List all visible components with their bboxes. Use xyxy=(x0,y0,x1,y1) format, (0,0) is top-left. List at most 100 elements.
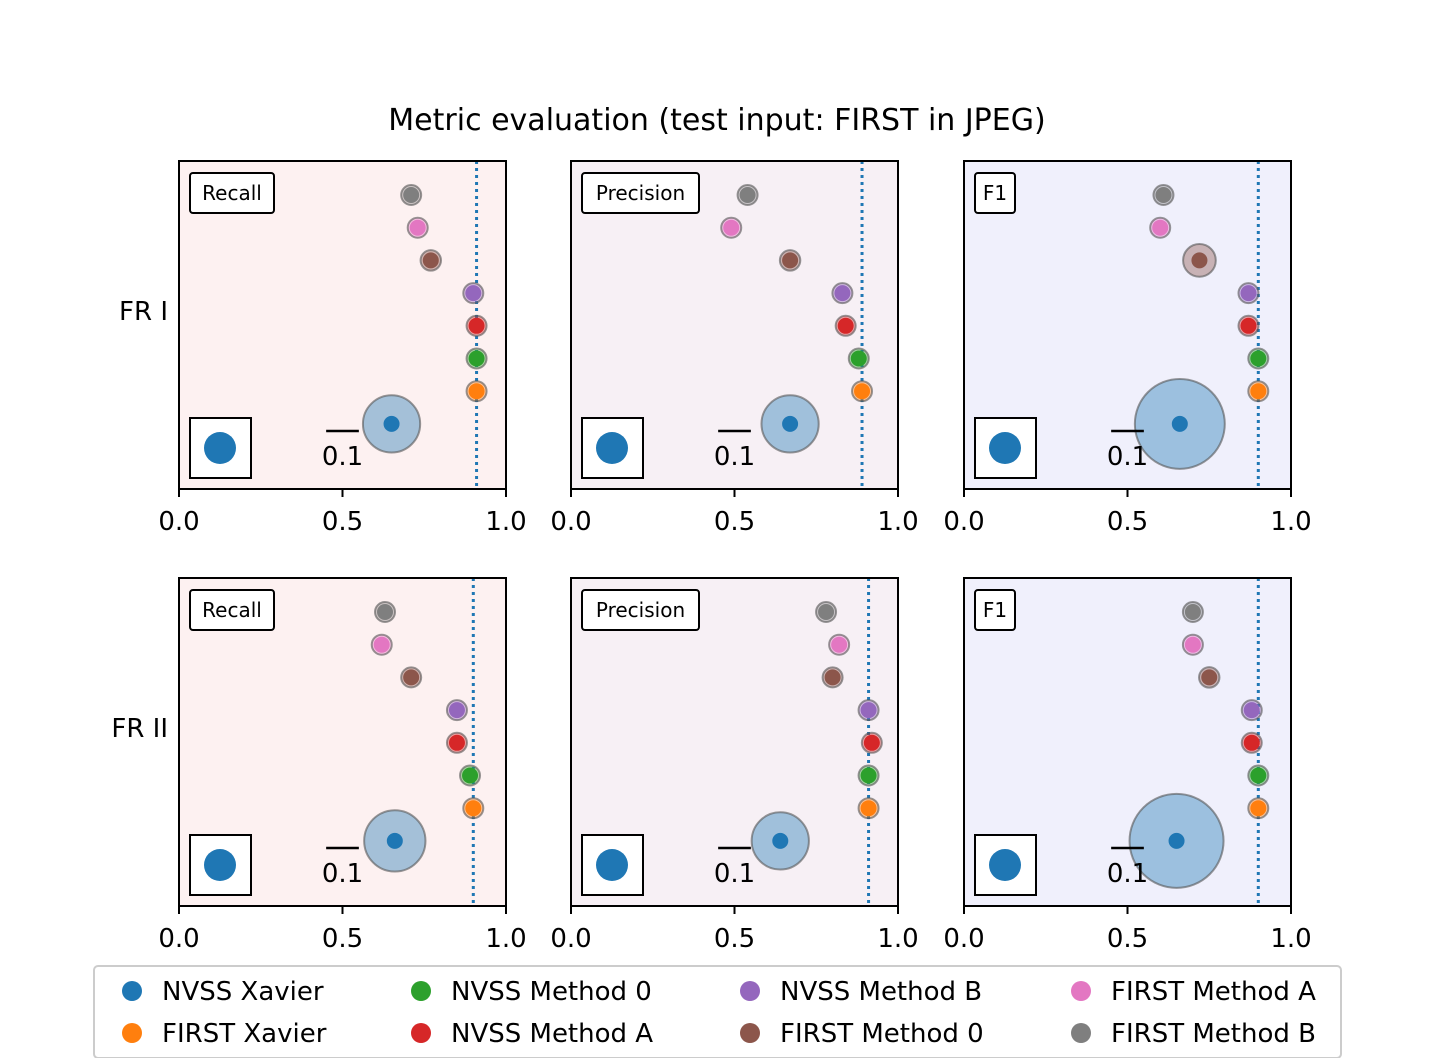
point-nvss-xavier xyxy=(383,415,400,432)
legend-item: FIRST Xavier xyxy=(122,1019,327,1049)
metric-label-box xyxy=(581,172,700,214)
metric-label: F1 xyxy=(974,172,1016,214)
point-nvss-method-0 xyxy=(462,767,479,784)
point-first-method-0 xyxy=(1201,669,1218,686)
point-nvss-method-b xyxy=(1243,702,1260,719)
point-nvss-method-0 xyxy=(468,350,485,367)
legend-box xyxy=(93,965,1342,1058)
point-first-method-b xyxy=(377,604,394,620)
legend-label: FIRST Xavier xyxy=(162,1019,327,1049)
panel-recall-fr-ii: Recall 0.1 0.0 0.5 1.0 xyxy=(158,577,527,954)
scale-bar-label: 0.1 xyxy=(322,442,363,472)
x-tick-label: 0.5 xyxy=(1107,924,1148,954)
point-nvss-method-b xyxy=(1240,285,1257,302)
x-tick-label: 1.0 xyxy=(485,924,526,954)
legend-marker xyxy=(122,1023,142,1043)
point-first-xavier xyxy=(1250,800,1267,817)
legend-item: FIRST Method B xyxy=(1071,1019,1316,1049)
point-first-method-a xyxy=(831,636,848,653)
metric-label-box xyxy=(974,172,1016,214)
x-tick-label: 0.0 xyxy=(550,507,591,537)
point-nvss-xavier xyxy=(1171,415,1188,432)
legend-label: NVSS Xavier xyxy=(162,977,324,1007)
point-nvss-method-0 xyxy=(860,767,877,784)
point-nvss-method-b xyxy=(860,702,877,719)
x-tick-label: 0.5 xyxy=(714,507,755,537)
point-first-method-a xyxy=(1152,219,1169,236)
scale-bar-label: 0.1 xyxy=(714,859,755,889)
legend-marker xyxy=(411,981,431,1001)
panel-precision-fr-ii: Precision 0.1 0.0 0.5 1.0 xyxy=(550,577,919,954)
x-tick-label: 1.0 xyxy=(1270,924,1311,954)
legend-label: FIRST Method 0 xyxy=(780,1019,984,1049)
x-tick-label: 0.0 xyxy=(158,507,199,537)
legend-label: FIRST Method B xyxy=(1111,1019,1316,1049)
legend: NVSS Xavier FIRST Xavier NVSS Method 0 NVSS… xyxy=(93,965,1342,1058)
metric-label: Recall xyxy=(189,172,275,214)
legend-item: NVSS Method 0 xyxy=(411,977,652,1007)
point-nvss-method-0 xyxy=(850,350,867,367)
point-first-method-a xyxy=(723,219,740,236)
point-nvss-xavier xyxy=(1168,832,1185,849)
point-first-method-b xyxy=(1184,604,1201,620)
row-label-fr2: FR II xyxy=(111,714,168,744)
scale-bar-label: 0.1 xyxy=(1107,442,1148,472)
legend-label: NVSS Method B xyxy=(780,977,982,1007)
metric-label-box xyxy=(189,589,275,631)
metric-label: Recall xyxy=(189,589,275,631)
point-first-method-a xyxy=(373,636,390,653)
x-tick-label: 1.0 xyxy=(485,507,526,537)
point-first-method-b xyxy=(1155,187,1172,203)
point-nvss-method-b xyxy=(834,285,851,302)
panel-f1-fr-i: F1 0.1 0.0 0.5 1.0 xyxy=(943,160,1312,537)
panel-precision-fr-i: Precision 0.1 0.0 0.5 1.0 xyxy=(550,160,919,537)
x-tick-label: 0.5 xyxy=(322,507,363,537)
x-tick-label: 0.5 xyxy=(714,924,755,954)
point-nvss-method-a xyxy=(837,317,854,334)
x-tick-label: 1.0 xyxy=(877,507,918,537)
metric-label: Precision xyxy=(581,589,700,631)
point-first-method-0 xyxy=(824,669,841,686)
row-label-fr1: FR I xyxy=(119,297,168,327)
scale-bar-label: 0.1 xyxy=(1107,859,1148,889)
chart-title: Metric evaluation (test input: FIRST in … xyxy=(388,103,1045,138)
point-nvss-method-0 xyxy=(1250,767,1267,784)
legend-marker xyxy=(411,1023,431,1043)
metric-label-text: Recall xyxy=(202,181,262,205)
point-first-xavier xyxy=(854,383,871,400)
point-nvss-xavier xyxy=(386,832,403,849)
size-key-box xyxy=(974,834,1037,896)
legend-marker xyxy=(740,981,760,1001)
x-tick-label: 0.5 xyxy=(322,924,363,954)
metric-label-text: Precision xyxy=(596,598,685,622)
point-nvss-method-a xyxy=(468,317,485,334)
legend-item: NVSS Method B xyxy=(740,977,982,1007)
metric-label: F1 xyxy=(974,589,1016,631)
point-first-method-a xyxy=(1184,636,1201,653)
panels: Recall 0.1 0.0 0.5 1.0 Precision 0.1 0.0 0.5 1.0 F… xyxy=(158,160,1312,954)
legend-marker xyxy=(1071,1023,1091,1043)
point-first-method-0 xyxy=(1191,252,1208,269)
legend-label: NVSS Method A xyxy=(451,1019,653,1049)
size-key-marker xyxy=(596,432,628,464)
point-first-method-b xyxy=(403,187,420,203)
point-first-method-0 xyxy=(422,252,439,269)
scale-bar-label: 0.1 xyxy=(714,442,755,472)
legend-marker xyxy=(122,981,142,1001)
size-key-marker xyxy=(204,849,236,881)
metric-label-text: F1 xyxy=(983,181,1007,205)
point-nvss-method-a xyxy=(448,734,465,751)
point-first-method-b xyxy=(739,187,756,203)
legend-item: NVSS Method A xyxy=(411,1019,653,1049)
size-key-marker xyxy=(989,432,1021,464)
legend-item: NVSS Xavier xyxy=(122,977,324,1007)
point-first-method-0 xyxy=(782,252,799,269)
point-nvss-xavier xyxy=(782,415,799,432)
x-tick-label: 1.0 xyxy=(877,924,918,954)
x-tick-label: 0.5 xyxy=(1107,507,1148,537)
legend-item: FIRST Method A xyxy=(1071,977,1316,1007)
size-key-marker xyxy=(596,849,628,881)
metric-label-text: F1 xyxy=(983,598,1007,622)
metric-label-text: Precision xyxy=(596,181,685,205)
